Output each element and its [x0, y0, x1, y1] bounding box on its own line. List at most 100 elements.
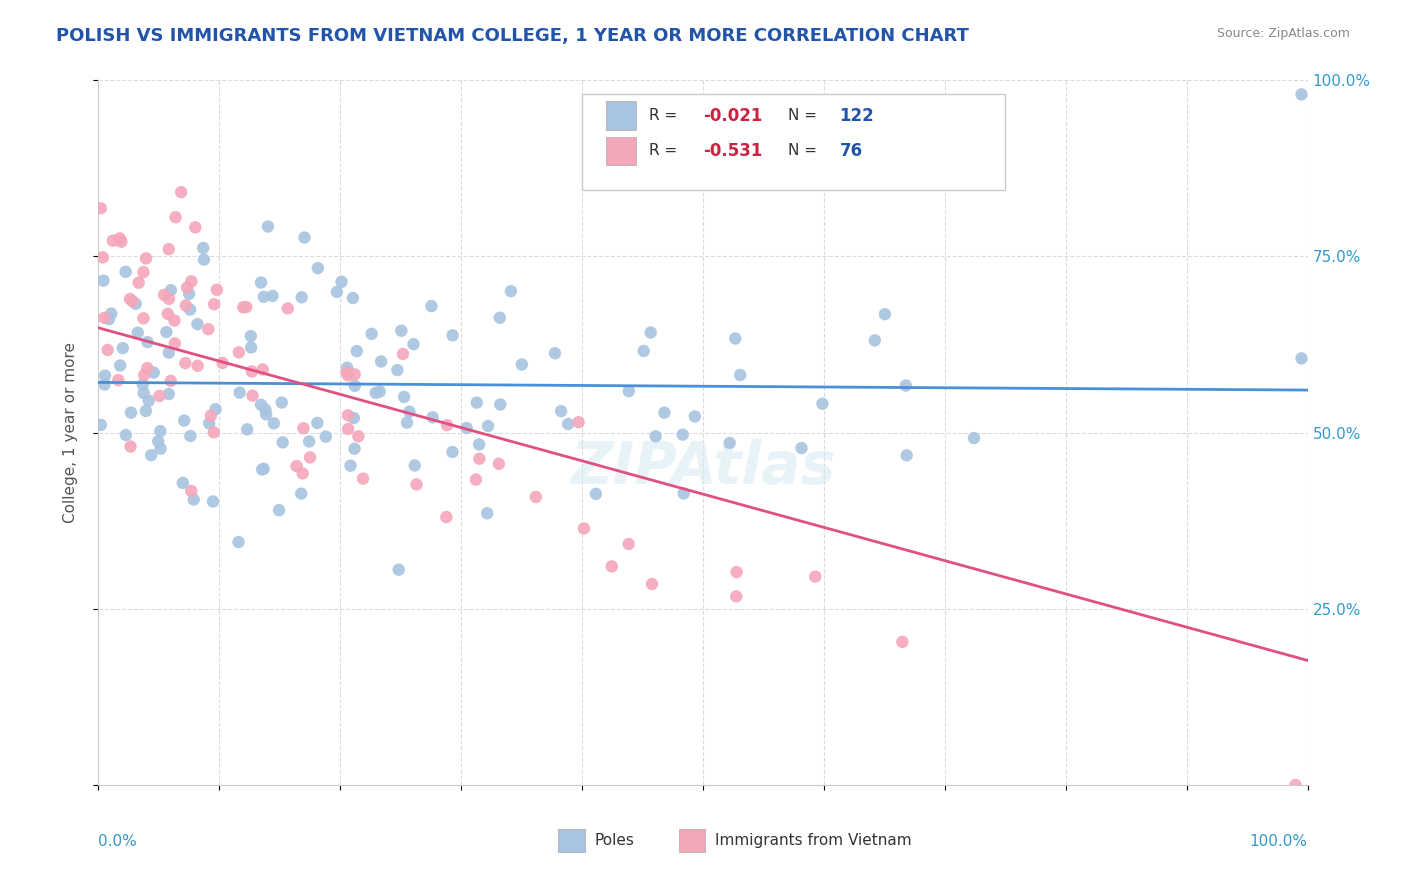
- Point: [572, 521, 595, 535]
- Point: [392, 347, 415, 361]
- Point: [291, 290, 314, 304]
- Point: [315, 430, 337, 444]
- Text: R =: R =: [648, 144, 682, 158]
- Point: [725, 590, 748, 604]
- Point: [101, 234, 124, 248]
- Point: [242, 389, 264, 403]
- Point: [253, 290, 276, 304]
- Point: [184, 220, 207, 235]
- Point: [299, 450, 322, 465]
- Point: [257, 219, 280, 234]
- Point: [291, 467, 314, 481]
- Point: [398, 405, 420, 419]
- Point: [254, 402, 277, 417]
- Point: [205, 283, 228, 297]
- Point: [149, 424, 172, 438]
- Point: [728, 368, 751, 382]
- Point: [142, 366, 165, 380]
- Point: [253, 462, 276, 476]
- Point: [202, 297, 225, 311]
- Point: [201, 494, 224, 508]
- Point: [120, 440, 142, 454]
- Point: [136, 361, 159, 376]
- Point: [468, 437, 491, 451]
- Text: N =: N =: [787, 108, 821, 123]
- Point: [136, 334, 159, 349]
- Point: [121, 294, 143, 309]
- Point: [97, 343, 120, 357]
- Point: [641, 577, 664, 591]
- Point: [148, 434, 170, 449]
- Point: [157, 292, 180, 306]
- Point: [254, 408, 277, 422]
- Point: [127, 326, 149, 340]
- Text: Immigrants from Vietnam: Immigrants from Vietnam: [716, 833, 911, 848]
- Point: [368, 384, 391, 399]
- Point: [342, 291, 364, 305]
- Point: [672, 486, 695, 500]
- Point: [157, 345, 180, 359]
- Point: [271, 435, 294, 450]
- Point: [197, 322, 219, 336]
- Text: Poles: Poles: [595, 833, 634, 848]
- Point: [200, 409, 222, 423]
- Point: [347, 429, 370, 443]
- Point: [98, 312, 121, 326]
- Point: [252, 362, 274, 376]
- Text: R =: R =: [648, 108, 682, 123]
- Point: [346, 344, 368, 359]
- Point: [250, 398, 273, 412]
- Point: [392, 390, 415, 404]
- FancyBboxPatch shape: [582, 95, 1005, 189]
- Point: [790, 441, 813, 455]
- Text: -0.021: -0.021: [703, 106, 762, 125]
- Point: [336, 368, 359, 383]
- Point: [307, 416, 329, 430]
- Point: [488, 457, 510, 471]
- Point: [343, 368, 366, 382]
- Point: [404, 458, 426, 473]
- Point: [93, 377, 115, 392]
- Point: [672, 427, 695, 442]
- Point: [464, 473, 486, 487]
- Point: [725, 565, 748, 579]
- Point: [267, 503, 290, 517]
- Point: [128, 276, 150, 290]
- Point: [263, 417, 285, 431]
- Point: [170, 185, 193, 199]
- Point: [277, 301, 299, 316]
- Point: [370, 354, 392, 368]
- Point: [298, 434, 321, 449]
- Point: [804, 569, 827, 583]
- Point: [389, 324, 412, 338]
- Point: [236, 422, 259, 436]
- Point: [120, 406, 142, 420]
- Point: [550, 404, 572, 418]
- Point: [873, 307, 896, 321]
- Point: [499, 284, 522, 298]
- Point: [115, 428, 138, 442]
- Point: [250, 462, 273, 476]
- Point: [148, 389, 170, 403]
- Point: [163, 313, 186, 327]
- Point: [544, 346, 567, 360]
- Point: [108, 231, 131, 245]
- Point: [91, 251, 114, 265]
- Point: [724, 331, 747, 345]
- Point: [294, 230, 316, 244]
- Point: [93, 274, 115, 288]
- Point: [434, 510, 457, 524]
- Point: [343, 379, 366, 393]
- Point: [114, 265, 136, 279]
- Point: [422, 410, 444, 425]
- FancyBboxPatch shape: [679, 830, 706, 852]
- Text: Source: ZipAtlas.com: Source: ZipAtlas.com: [1216, 27, 1350, 40]
- Point: [228, 535, 250, 549]
- Y-axis label: College, 1 year or more: College, 1 year or more: [63, 343, 77, 523]
- Point: [436, 418, 458, 433]
- Point: [1291, 87, 1313, 102]
- Point: [90, 201, 112, 215]
- Point: [894, 378, 917, 392]
- Point: [149, 442, 172, 456]
- Point: [90, 417, 112, 432]
